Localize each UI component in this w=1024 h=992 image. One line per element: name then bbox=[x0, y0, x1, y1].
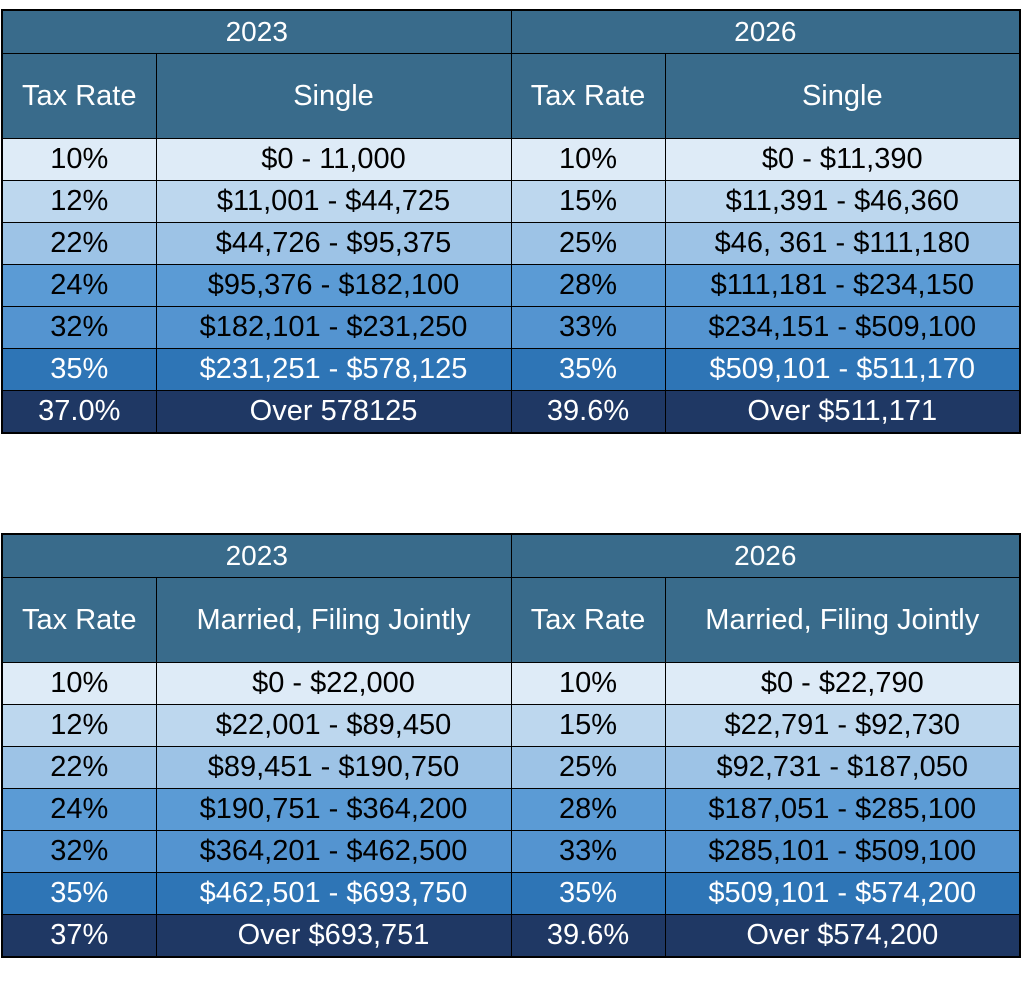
bracket-2023: $0 - $22,000 bbox=[155, 662, 512, 705]
rate-2026: 35% bbox=[510, 348, 666, 391]
filing-status-header: Married, Filing Jointly bbox=[155, 577, 512, 663]
bracket-2023: $44,726 - $95,375 bbox=[155, 222, 512, 265]
table-row: 37.0% Over 578125 39.6% Over $511,171 bbox=[1, 390, 1021, 434]
rate-2026: 39.6% bbox=[510, 914, 666, 958]
rate-2023: 24% bbox=[1, 788, 157, 831]
bracket-2026: $234,151 - $509,100 bbox=[664, 306, 1021, 349]
bracket-2023: $364,201 - $462,500 bbox=[155, 830, 512, 873]
rate-2023: 24% bbox=[1, 264, 157, 307]
rate-2026: 39.6% bbox=[510, 390, 666, 434]
tax-rate-header: Tax Rate bbox=[1, 53, 157, 139]
bracket-2026: $187,051 - $285,100 bbox=[664, 788, 1021, 831]
bracket-2026: $92,731 - $187,050 bbox=[664, 746, 1021, 789]
rate-2023: 32% bbox=[1, 830, 157, 873]
year-2023-header: 2023 bbox=[1, 533, 512, 578]
bracket-2023: Over $693,751 bbox=[155, 914, 512, 958]
bracket-2023: $89,451 - $190,750 bbox=[155, 746, 512, 789]
rate-2026: 10% bbox=[510, 138, 666, 181]
bracket-2026: $285,101 - $509,100 bbox=[664, 830, 1021, 873]
table-row: 24% $190,751 - $364,200 28% $187,051 - $… bbox=[1, 788, 1021, 831]
rate-2026: 25% bbox=[510, 222, 666, 265]
filing-status-header: Single bbox=[664, 53, 1021, 139]
bracket-2026: $509,101 - $511,170 bbox=[664, 348, 1021, 391]
rate-2023: 35% bbox=[1, 872, 157, 915]
table-row: 35% $231,251 - $578,125 35% $509,101 - $… bbox=[1, 348, 1021, 391]
table-row: 12% $11,001 - $44,725 15% $11,391 - $46,… bbox=[1, 180, 1021, 223]
filing-status-header: Single bbox=[155, 53, 512, 139]
bracket-2026: $0 - $22,790 bbox=[664, 662, 1021, 705]
bracket-2026: $46, 361 - $111,180 bbox=[664, 222, 1021, 265]
table-row: 32% $182,101 - $231,250 33% $234,151 - $… bbox=[1, 306, 1021, 349]
bracket-2023: $95,376 - $182,100 bbox=[155, 264, 512, 307]
rate-2023: 12% bbox=[1, 180, 157, 223]
table-row: 22% $44,726 - $95,375 25% $46, 361 - $11… bbox=[1, 222, 1021, 265]
married-filing-jointly-tax-bracket-table: 2023 2026 Tax Rate Married, Filing Joint… bbox=[1, 533, 1022, 958]
tax-rate-header: Tax Rate bbox=[510, 577, 666, 663]
rate-2026: 28% bbox=[510, 788, 666, 831]
rate-2023: 12% bbox=[1, 704, 157, 747]
table-row: 37% Over $693,751 39.6% Over $574,200 bbox=[1, 914, 1021, 958]
bracket-2026: $22,791 - $92,730 bbox=[664, 704, 1021, 747]
table-row: 10% $0 - $22,000 10% $0 - $22,790 bbox=[1, 662, 1021, 705]
bracket-2023: $22,001 - $89,450 bbox=[155, 704, 512, 747]
rate-2023: 22% bbox=[1, 222, 157, 265]
tax-rate-header: Tax Rate bbox=[1, 577, 157, 663]
year-header-row: 2023 2026 bbox=[1, 9, 1021, 54]
year-header-row: 2023 2026 bbox=[1, 533, 1021, 578]
tax-rate-header: Tax Rate bbox=[510, 53, 666, 139]
bracket-2023: $231,251 - $578,125 bbox=[155, 348, 512, 391]
column-header-row: Tax Rate Married, Filing Jointly Tax Rat… bbox=[1, 577, 1021, 663]
bracket-2026: $111,181 - $234,150 bbox=[664, 264, 1021, 307]
bracket-2026: $0 - $11,390 bbox=[664, 138, 1021, 181]
bracket-2023: $0 - 11,000 bbox=[155, 138, 512, 181]
bracket-2023: Over 578125 bbox=[155, 390, 512, 434]
column-header-row: Tax Rate Single Tax Rate Single bbox=[1, 53, 1021, 139]
bracket-2026: Over $511,171 bbox=[664, 390, 1021, 434]
table-row: 22% $89,451 - $190,750 25% $92,731 - $18… bbox=[1, 746, 1021, 789]
rate-2026: 33% bbox=[510, 830, 666, 873]
bracket-2023: $462,501 - $693,750 bbox=[155, 872, 512, 915]
table-row: 12% $22,001 - $89,450 15% $22,791 - $92,… bbox=[1, 704, 1021, 747]
rate-2026: 15% bbox=[510, 704, 666, 747]
rate-2023: 37% bbox=[1, 914, 157, 958]
table-row: 10% $0 - 11,000 10% $0 - $11,390 bbox=[1, 138, 1021, 181]
rate-2023: 10% bbox=[1, 662, 157, 705]
bracket-2026: $11,391 - $46,360 bbox=[664, 180, 1021, 223]
table-row: 24% $95,376 - $182,100 28% $111,181 - $2… bbox=[1, 264, 1021, 307]
rate-2023: 37.0% bbox=[1, 390, 157, 434]
rate-2026: 33% bbox=[510, 306, 666, 349]
rate-2023: 35% bbox=[1, 348, 157, 391]
bracket-2023: $11,001 - $44,725 bbox=[155, 180, 512, 223]
filing-status-header: Married, Filing Jointly bbox=[664, 577, 1021, 663]
rate-2023: 22% bbox=[1, 746, 157, 789]
bracket-2026: $509,101 - $574,200 bbox=[664, 872, 1021, 915]
rate-2023: 10% bbox=[1, 138, 157, 181]
bracket-2023: $190,751 - $364,200 bbox=[155, 788, 512, 831]
rate-2026: 25% bbox=[510, 746, 666, 789]
rate-2026: 35% bbox=[510, 872, 666, 915]
table-row: 32% $364,201 - $462,500 33% $285,101 - $… bbox=[1, 830, 1021, 873]
bracket-2026: Over $574,200 bbox=[664, 914, 1021, 958]
single-tax-bracket-table: 2023 2026 Tax Rate Single Tax Rate Singl… bbox=[1, 9, 1022, 434]
rate-2026: 15% bbox=[510, 180, 666, 223]
rate-2026: 28% bbox=[510, 264, 666, 307]
bracket-2023: $182,101 - $231,250 bbox=[155, 306, 512, 349]
year-2023-header: 2023 bbox=[1, 9, 512, 54]
year-2026-header: 2026 bbox=[510, 9, 1021, 54]
table-row: 35% $462,501 - $693,750 35% $509,101 - $… bbox=[1, 872, 1021, 915]
rate-2026: 10% bbox=[510, 662, 666, 705]
rate-2023: 32% bbox=[1, 306, 157, 349]
year-2026-header: 2026 bbox=[510, 533, 1021, 578]
